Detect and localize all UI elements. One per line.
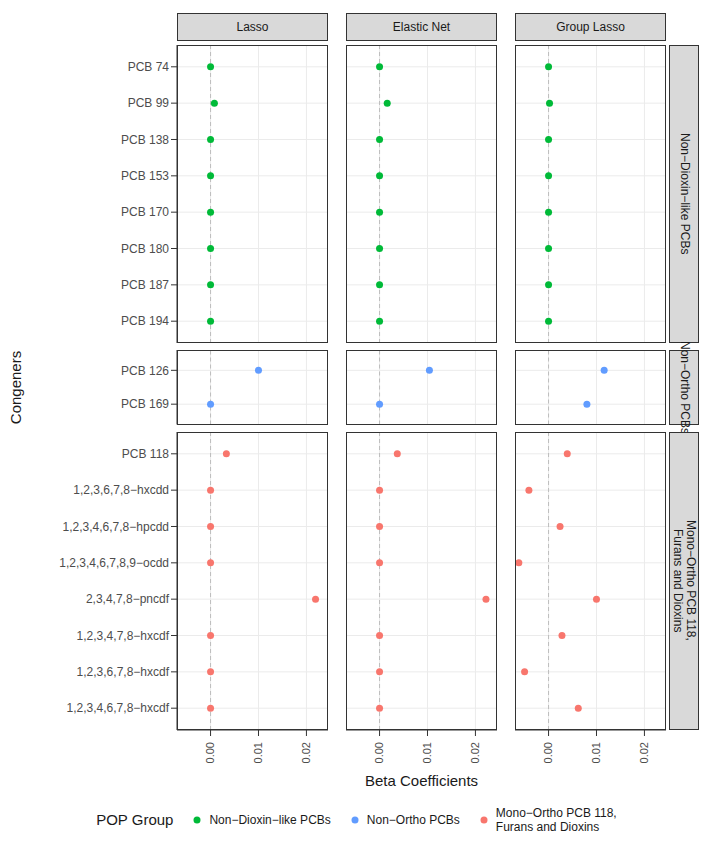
svg-text:0.01: 0.01 xyxy=(421,742,433,763)
svg-text:0.02: 0.02 xyxy=(469,742,481,763)
svg-text:0.00: 0.00 xyxy=(542,742,554,763)
html-text:Group Lasso: Group Lasso xyxy=(556,20,625,34)
svg-text:PCB 74: PCB 74 xyxy=(128,60,170,74)
svg-text:PCB 187: PCB 187 xyxy=(121,278,169,292)
html-text:Congeners: Congeners xyxy=(7,350,25,424)
html-text:Non−Ortho PCBs: Non−Ortho PCBs xyxy=(677,340,692,434)
svg-text:0.02: 0.02 xyxy=(300,742,312,763)
svg-text:0.02: 0.02 xyxy=(638,742,650,763)
svg-text:0.00: 0.00 xyxy=(204,742,216,763)
svg-text:1,2,3,4,7,8−hxcdf: 1,2,3,4,7,8−hxcdf xyxy=(77,628,170,642)
svg-text:1,2,3,6,7,8−hxcdd: 1,2,3,6,7,8−hxcdd xyxy=(73,483,169,497)
svg-text:PCB 153: PCB 153 xyxy=(121,169,169,183)
svg-text:PCB 126: PCB 126 xyxy=(121,364,169,378)
svg-text:PCB 99: PCB 99 xyxy=(128,96,170,110)
svg-text:PCB 194: PCB 194 xyxy=(121,314,169,328)
svg-text:PCB 138: PCB 138 xyxy=(121,133,169,147)
html-text:Non−Dioxin−like PCBs: Non−Dioxin−like PCBs xyxy=(209,812,331,827)
html-text:Mono−Ortho PCB 118,: Mono−Ortho PCB 118, xyxy=(684,520,698,641)
svg-text:0.01: 0.01 xyxy=(590,742,602,763)
svg-text:1,2,3,4,6,7,8,9−ocdd: 1,2,3,4,6,7,8,9−ocdd xyxy=(59,556,169,570)
svg-text:PCB 169: PCB 169 xyxy=(121,397,169,411)
svg-text:1,2,3,6,7,8−hxcdf: 1,2,3,6,7,8−hxcdf xyxy=(77,665,170,679)
svg-text:1,2,3,4,6,7,8−hxcdf: 1,2,3,4,6,7,8−hxcdf xyxy=(67,701,170,715)
html-text:Beta Coefficients: Beta Coefficients xyxy=(364,771,479,789)
svg-text:1,2,3,4,6,7,8−hpcdd: 1,2,3,4,6,7,8−hpcdd xyxy=(63,519,169,533)
html-text:POP Group: POP Group xyxy=(96,811,174,828)
svg-text:PCB 170: PCB 170 xyxy=(121,205,169,219)
html-text:Furans and Dioxins: Furans and Dioxins xyxy=(671,528,685,633)
svg-text:PCB 118: PCB 118 xyxy=(122,447,169,461)
html-text:Non−Ortho PCBs: Non−Ortho PCBs xyxy=(366,812,460,827)
svg-text:2,3,4,7,8−pncdf: 2,3,4,7,8−pncdf xyxy=(86,592,170,606)
html-text:Elastic Net: Elastic Net xyxy=(392,20,451,34)
html-text:Non−Dioxin−like PCBs: Non−Dioxin−like PCBs xyxy=(677,133,692,255)
svg-text:0.00: 0.00 xyxy=(373,742,385,763)
html-text:Lasso: Lasso xyxy=(236,20,269,34)
svg-text:0.01: 0.01 xyxy=(252,742,264,763)
svg-text:PCB 180: PCB 180 xyxy=(121,242,169,256)
html-text:Mono−Ortho PCB 118, Furans and: Mono−Ortho PCB 118, Furans and Dioxins xyxy=(495,805,617,834)
